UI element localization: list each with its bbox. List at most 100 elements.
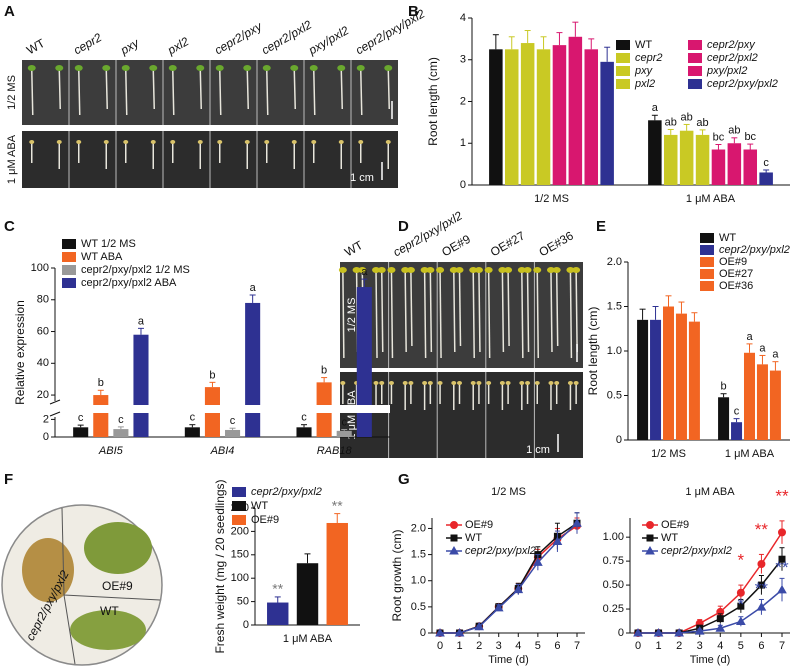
seedling-root: [501, 270, 505, 353]
seedling-root: [550, 270, 553, 353]
bar: [552, 45, 567, 186]
data-point: [552, 536, 563, 546]
legend-label: OE#27: [719, 268, 753, 280]
data-point: [633, 627, 643, 637]
seedling-root: [340, 68, 343, 110]
legend-label: cepr2/pxl2: [707, 52, 758, 64]
bar: [225, 429, 241, 437]
bar: [718, 397, 730, 440]
y-tick-label: 80: [37, 294, 49, 306]
significance-label: ab: [681, 111, 693, 123]
legend-label: WT: [635, 39, 652, 51]
seedling-leaf: [197, 140, 203, 144]
bar: [688, 321, 700, 440]
seedling-leaf: [196, 65, 205, 71]
legend-swatch: [616, 53, 630, 63]
x-axis-label: Time (d): [488, 654, 529, 666]
seedling-root: [536, 270, 540, 359]
legend-swatch: [700, 233, 714, 243]
seedling-leaf: [103, 140, 109, 144]
seedling-leaf: [217, 140, 223, 144]
seedling-leaf: [358, 140, 364, 144]
legend-marker: [646, 534, 654, 542]
x-tick-label: 6: [758, 640, 764, 652]
seedling-leaf: [290, 65, 299, 71]
row-label: 1 μM ABA: [6, 134, 18, 184]
plate-divider: [63, 594, 161, 601]
significance-label: c: [118, 414, 124, 426]
seedling-root: [507, 270, 510, 347]
seedling-root: [105, 68, 108, 110]
legend-label: cepr2: [635, 52, 663, 64]
legend-label: OE#9: [251, 514, 279, 526]
y-axis-label: Root growth (cm): [390, 529, 404, 621]
legend-swatch: [62, 265, 76, 275]
y-tick-label: 0.75: [603, 555, 624, 567]
seedling-leaf: [457, 381, 462, 385]
y-tick-label: 4: [460, 12, 466, 24]
y-tick-label: 100: [231, 572, 249, 584]
bar: [731, 422, 743, 440]
x-tick-label: ABI5: [98, 445, 124, 457]
seedling-root: [266, 68, 269, 116]
significance-label: **: [755, 520, 769, 539]
seedling-root: [555, 270, 559, 347]
y-tick-label: 0: [420, 627, 426, 639]
significance-label: **: [272, 581, 283, 597]
seedling-root: [404, 270, 407, 353]
y-axis-label: Relative expression: [13, 300, 27, 405]
data-point: [737, 602, 745, 610]
legend-label: cepr2/pxy/pxl2: [465, 545, 536, 557]
seedling-leaf: [427, 381, 433, 385]
seedling-leaf: [422, 381, 428, 385]
seedling-leaf: [123, 140, 129, 144]
legend-label: WT ABA: [81, 251, 123, 263]
row-label: 1/2 MS: [6, 75, 18, 110]
data-point: [435, 627, 445, 637]
y-tick-label: 0: [243, 619, 249, 631]
significance-label: **: [755, 579, 769, 598]
seedling-leaf: [338, 267, 347, 273]
seedling-leaf: [27, 65, 36, 71]
plate-divider: [61, 507, 65, 596]
panel-label: G: [398, 471, 410, 488]
seedling-leaf: [244, 140, 250, 144]
y-tick-label: 0: [616, 434, 622, 446]
x-tick-label: 5: [535, 640, 541, 652]
y-tick-label: 0.5: [411, 601, 426, 613]
bar: [73, 427, 89, 437]
legend-marker: [645, 545, 655, 555]
y-tick-label: 40: [37, 357, 49, 369]
significance-label: b: [721, 381, 727, 393]
seedling-leaf: [243, 65, 252, 71]
legend-swatch: [62, 252, 76, 262]
seedling-leaf: [337, 65, 346, 71]
seedling-leaf: [552, 267, 561, 273]
bar: [743, 352, 756, 440]
data-point: [778, 528, 786, 537]
data-point: [757, 581, 765, 589]
seedlings-green: [70, 610, 146, 650]
seedling-leaf: [517, 267, 526, 273]
legend-label: WT 1/2 MS: [81, 238, 136, 250]
seedling-leaf: [546, 267, 555, 273]
legend-swatch: [616, 40, 630, 50]
seedling-leaf: [437, 381, 443, 385]
significance-label: ab: [696, 117, 708, 129]
legend-label: WT: [465, 532, 482, 544]
significance-label: bc: [713, 131, 725, 143]
x-tick-label: 1/2 MS: [651, 448, 686, 460]
x-tick-label: 3: [496, 640, 502, 652]
seedling-leaf: [499, 381, 505, 385]
bar: [133, 334, 149, 437]
legend-swatch: [700, 245, 714, 255]
significance-label: ab: [665, 116, 677, 128]
y-tick-label: 1.0: [607, 345, 622, 357]
seedling-leaf: [377, 267, 386, 273]
y-tick-label: 50: [237, 596, 249, 608]
legend-swatch: [688, 40, 702, 50]
seedling-leaf: [401, 267, 410, 273]
seedling-leaf: [525, 381, 531, 385]
seedling-root: [390, 270, 394, 359]
seedling-root: [410, 270, 413, 347]
